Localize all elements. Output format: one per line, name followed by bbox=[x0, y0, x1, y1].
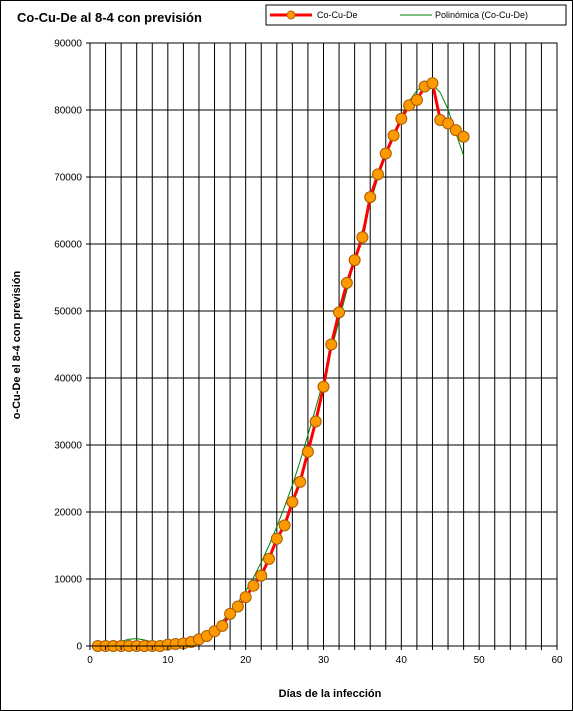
y-tick-label: 30000 bbox=[54, 441, 82, 452]
data-point bbox=[371, 168, 384, 181]
y-tick-label: 40000 bbox=[54, 374, 82, 385]
data-point bbox=[364, 191, 377, 204]
x-tick-label: 10 bbox=[162, 655, 174, 666]
y-tick-label: 10000 bbox=[54, 575, 82, 586]
data-point bbox=[356, 231, 369, 244]
data-point bbox=[325, 338, 338, 351]
data-point bbox=[309, 415, 322, 428]
data-point bbox=[286, 495, 299, 508]
data-point bbox=[410, 93, 423, 106]
gridlines bbox=[90, 42, 557, 646]
data-point bbox=[426, 77, 439, 90]
data-point bbox=[379, 147, 392, 160]
data-point bbox=[270, 532, 283, 545]
data-point bbox=[395, 112, 408, 125]
data-point bbox=[239, 591, 252, 604]
data-point bbox=[333, 306, 346, 319]
data-point bbox=[442, 117, 455, 130]
data-point bbox=[449, 124, 462, 137]
data-point bbox=[294, 475, 307, 488]
data-point bbox=[247, 579, 260, 592]
data-point bbox=[216, 619, 229, 632]
x-tick-label: 20 bbox=[240, 655, 252, 666]
y-axis-title: o-Cu-De el 8-4 con previsión bbox=[11, 270, 23, 419]
data-point bbox=[255, 569, 268, 582]
series-layer bbox=[91, 77, 470, 652]
legend-marker-series-1 bbox=[286, 10, 296, 20]
x-tick-label: 0 bbox=[87, 655, 93, 666]
y-tick-label: 60000 bbox=[54, 240, 82, 251]
y-tick-label: 90000 bbox=[54, 39, 82, 50]
y-tick-label: 0 bbox=[76, 642, 82, 653]
axes bbox=[86, 42, 558, 650]
data-point bbox=[348, 254, 361, 267]
data-point bbox=[263, 552, 276, 565]
x-tick-label: 60 bbox=[551, 655, 563, 666]
legend-label-series-2: Polinómica (Co-Cu-De) bbox=[435, 10, 528, 20]
data-point bbox=[340, 276, 353, 289]
chart-title: Co-Cu-De al 8-4 con previsión bbox=[17, 10, 202, 25]
data-point bbox=[387, 129, 400, 142]
x-tick-label: 50 bbox=[474, 655, 486, 666]
data-point bbox=[224, 607, 237, 620]
data-point bbox=[231, 600, 244, 613]
y-tick-label: 50000 bbox=[54, 307, 82, 318]
legend-label-series-1: Co-Cu-De bbox=[317, 10, 358, 20]
legend: Co-Cu-De Polinómica (Co-Cu-De) bbox=[265, 4, 567, 26]
data-point bbox=[317, 380, 330, 393]
x-axis-title: Días de la infección bbox=[279, 688, 382, 700]
x-tick-label: 40 bbox=[396, 655, 408, 666]
y-tick-label: 80000 bbox=[54, 106, 82, 117]
tick-labels: 0 10 20 30 40 50 60 0 10000 20000 30000 40000 50000 6… bbox=[54, 39, 563, 667]
x-tick-label: 30 bbox=[318, 655, 330, 666]
data-point bbox=[457, 130, 470, 143]
data-point bbox=[301, 445, 314, 458]
data-point bbox=[278, 519, 291, 532]
y-tick-label: 20000 bbox=[54, 508, 82, 519]
y-tick-label: 70000 bbox=[54, 173, 82, 184]
